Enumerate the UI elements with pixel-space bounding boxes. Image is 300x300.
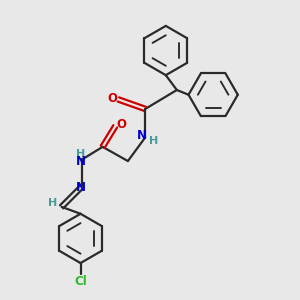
Text: H: H [76, 149, 85, 159]
Text: N: N [76, 154, 85, 168]
Text: H: H [48, 198, 57, 208]
Text: N: N [136, 129, 146, 142]
Text: Cl: Cl [74, 274, 87, 288]
Text: N: N [76, 182, 85, 194]
Text: H: H [149, 136, 159, 146]
Text: O: O [116, 118, 126, 131]
Text: O: O [108, 92, 118, 105]
